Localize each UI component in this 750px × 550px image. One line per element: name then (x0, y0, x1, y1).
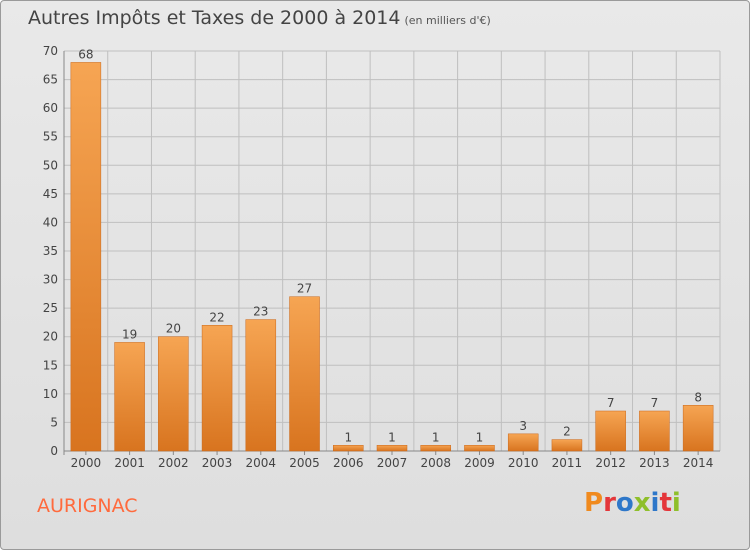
y-tick-label: 10 (43, 387, 58, 401)
y-tick-label: 15 (43, 358, 58, 372)
y-tick-label: 5 (50, 415, 58, 429)
bar-2002 (158, 336, 189, 452)
data-label: 19 (122, 327, 137, 341)
data-label: 7 (607, 396, 615, 410)
y-tick-label: 20 (43, 330, 58, 344)
x-tick-label: 2008 (420, 456, 451, 470)
y-tick-label: 35 (43, 244, 58, 258)
logo-letter: i (650, 488, 660, 518)
logo-letter: t (659, 488, 672, 518)
data-label: 1 (476, 430, 484, 444)
data-label: 8 (694, 390, 702, 404)
y-tick-label: 65 (43, 73, 58, 87)
bar-2007 (376, 445, 408, 452)
data-label: 1 (388, 430, 396, 444)
chart-title: Autres Impôts et Taxes de 2000 à 2014 (en… (28, 7, 491, 29)
chart-subtitle: (en milliers d'€) (404, 14, 491, 27)
bar-2006 (333, 445, 364, 452)
bar-2005 (289, 296, 320, 452)
bar-2009 (464, 445, 495, 452)
labels-layer: 0 5 10 15 20 25 30 35 40 45 50 55 60 65 70 68 2000 19 2001… (43, 44, 714, 470)
bars-layer (70, 62, 714, 452)
data-label: 1 (344, 430, 352, 444)
x-tick-label: 2002 (158, 456, 189, 470)
x-tick-label: 2004 (246, 456, 277, 470)
commune-name: AURIGNAC (37, 495, 138, 517)
chart-title-text: Autres Impôts et Taxes de 2000 à 2014 (28, 7, 401, 29)
data-label: 27 (297, 282, 312, 296)
data-label: 22 (209, 310, 224, 324)
bar-2008 (420, 445, 451, 452)
y-tick-label: 50 (43, 158, 58, 172)
x-tick-label: 2011 (552, 456, 583, 470)
logo-letter: o (615, 488, 634, 518)
logo-letter: x (633, 488, 651, 518)
y-tick-label: 60 (43, 101, 58, 115)
proxiti-logo: Proxiti (584, 488, 681, 518)
x-tick-label: 2013 (639, 456, 670, 470)
bar-2012 (595, 410, 626, 452)
x-tick-label: 2006 (333, 456, 364, 470)
data-label: 1 (432, 430, 440, 444)
y-tick-label: 40 (43, 215, 58, 229)
y-tick-label: 55 (43, 130, 58, 144)
logo-letter: i (671, 488, 681, 518)
bar-2001 (114, 342, 145, 452)
bar-2011 (551, 439, 583, 452)
data-label: 3 (519, 419, 527, 433)
y-tick-label: 25 (43, 301, 58, 315)
x-tick-label: 2009 (464, 456, 495, 470)
x-tick-label: 2000 (71, 456, 102, 470)
data-label: 23 (253, 305, 268, 319)
data-label: 20 (166, 322, 181, 336)
y-tick-label: 30 (43, 273, 58, 287)
bar-2000 (70, 62, 102, 452)
y-tick-label: 45 (43, 187, 58, 201)
bar-2003 (201, 325, 233, 452)
x-tick-label: 2003 (202, 456, 233, 470)
x-tick-label: 2005 (289, 456, 320, 470)
y-tick-label: 0 (50, 444, 58, 458)
bar-2010 (507, 433, 539, 452)
logo-letter: r (603, 488, 616, 518)
x-tick-label: 2007 (377, 456, 408, 470)
logo-letter: P (584, 488, 604, 518)
bar-2004 (245, 319, 277, 452)
bar-2014 (682, 405, 714, 452)
data-label: 68 (78, 47, 93, 61)
x-tick-label: 2001 (114, 456, 145, 470)
x-tick-label: 2012 (595, 456, 626, 470)
y-tick-label: 70 (43, 44, 58, 58)
x-tick-label: 2014 (683, 456, 714, 470)
data-label: 7 (651, 396, 659, 410)
x-tick-label: 2010 (508, 456, 539, 470)
bar-2013 (639, 410, 670, 452)
data-label: 2 (563, 425, 571, 439)
